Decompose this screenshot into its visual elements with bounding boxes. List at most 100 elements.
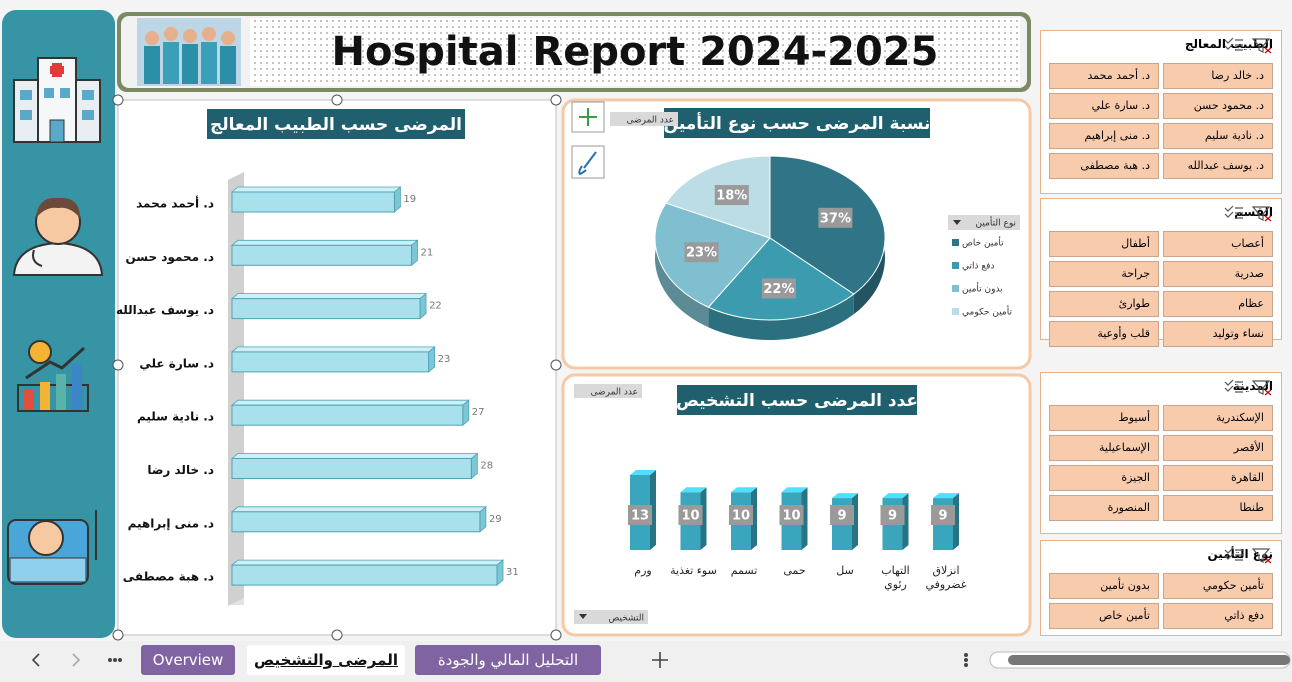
data-label: 28 [480,461,493,472]
slicer-item[interactable]: نساء وتوليد [1163,321,1273,347]
slicer-item[interactable]: أعصاب [1163,231,1273,257]
slicer-item[interactable]: المنصورة [1049,495,1159,521]
y-tick-label: د. محمود حسن [125,250,214,265]
bar [231,458,472,479]
chart-title: المرضى حسب الطبيب المعالج [210,115,462,135]
slicer-item[interactable]: الإسماعيلية [1049,435,1159,461]
chart-title: عدد المرضى حسب التشخيص [676,391,918,411]
slicer-item[interactable]: القاهرة [1163,465,1273,491]
bar-end [411,239,418,267]
data-label: 9 [938,509,947,524]
y-tick-label: د. أحمد محمد [136,196,214,211]
legend-label: دفع ذاتي [962,262,994,272]
chart-title: نسبة المرضى حسب نوع التأمين [664,112,931,134]
data-label: 31 [506,567,519,578]
data-label: 18% [716,189,747,204]
sidebar [2,10,115,638]
data-label: 29 [489,514,502,525]
slicer[interactable]: القسم أعصاب أطفال صدرية جراحة عظام طوارئ نساء و… [1040,198,1282,347]
bar [231,511,481,533]
y-tick-label: د. هبة مصطفى [123,570,214,584]
slicer-item[interactable]: د. هبة مصطفى [1049,153,1159,179]
tab-nav[interactable] [31,652,968,668]
x-tick-label: انزلاق غضروفي [925,564,967,591]
bar-top [230,559,505,566]
slicer-item[interactable]: د. أحمد محمد [1049,63,1159,89]
column-top [882,493,909,499]
slicer-title: نوع التأمين [1207,547,1273,561]
slicer-item[interactable]: طوارئ [1049,291,1159,317]
pie-slice-side [708,294,854,340]
column-side [801,487,808,550]
slicer-tools[interactable] [1221,36,1281,54]
legend-label: بدون تأمين [962,282,1003,295]
legend-label: تأمين خاص [962,236,1004,249]
slicer[interactable]: الطبيب المعالج د. خالد رضا د. أحمد محمد د. … [1040,30,1282,194]
column-top [781,487,808,493]
legend-swatch [952,262,959,269]
legend-swatch [952,239,959,246]
data-label-box [931,505,955,525]
sheet-tab[interactable]: Overview [141,645,235,675]
slicer-tools[interactable] [1221,378,1281,396]
sheet-tab[interactable]: المرضى والتشخيص [247,645,405,675]
slicer-item[interactable]: د. نادية سليم [1163,123,1273,149]
slicer-tools[interactable] [1221,204,1281,222]
slicer-item[interactable]: بدون تأمين [1049,573,1159,599]
scroll-thumb[interactable] [1008,655,1290,665]
slicer-item[interactable]: د. يوسف عبدالله [1163,153,1273,179]
data-label: 9 [888,509,897,524]
slicer-item[interactable]: دفع ذاتي [1163,603,1273,629]
slicer-item[interactable]: د. خالد رضا [1163,63,1273,89]
bar-end [462,399,470,427]
slicer-item[interactable]: د. منى إبراهيم [1049,123,1159,149]
slicer-item[interactable]: أطفال [1049,231,1159,257]
axis-field-dropdown [579,614,587,619]
slicer-item[interactable]: جراحة [1049,261,1159,287]
slicer-item[interactable]: أسيوط [1049,405,1159,431]
slicer-item[interactable]: د. محمود حسن [1163,93,1273,119]
slicer-item[interactable]: عظام [1163,291,1273,317]
slicer-title: الطبيب المعالج [1184,37,1273,51]
slicer-item[interactable]: تأمين خاص [1049,603,1159,629]
slicer-item[interactable]: الأقصر [1163,435,1273,461]
data-label: 22% [763,282,794,297]
chart-buttons[interactable] [571,101,605,179]
data-label: 21 [421,247,434,258]
axis-field-button [574,610,648,624]
bar-top [230,453,479,459]
x-tick-label: سل [836,564,854,577]
column-side [751,487,757,550]
slicer-item[interactable]: الجيزة [1049,465,1159,491]
staff-figures [144,27,236,84]
patient-icon [7,510,97,585]
data-label-box [830,505,854,525]
data-label: 9 [837,509,846,524]
slicer-item[interactable]: الإسكندرية [1163,405,1273,431]
sheet-tab[interactable]: التحليل المالي والجودة [415,645,601,675]
axis-field-label: التشخيص [608,614,644,624]
slicer[interactable]: نوع التأمين تأمين حكومي بدون تأمين دفع ذاتي… [1040,540,1282,636]
slicer-item[interactable]: طنطا [1163,495,1273,521]
slicer-tools[interactable] [1221,546,1281,564]
slicer-item[interactable]: صدرية [1163,261,1273,287]
data-label: 13 [631,509,649,524]
slicer-items: تأمين حكومي بدون تأمين دفع ذاتي تأمين خاص [1049,573,1273,629]
slicer-item[interactable]: د. سارة علي [1049,93,1159,119]
bar [231,351,430,373]
field-button [610,112,678,126]
data-label: 37% [820,211,851,226]
bar-end [470,452,478,480]
column-side [700,487,707,550]
data-label-box [880,505,905,525]
chart-title-box [207,109,465,139]
slicer-item[interactable]: قلب وأوعية [1049,321,1159,347]
bar-end [419,292,427,320]
slicer-item[interactable]: تأمين حكومي [1163,573,1273,599]
chart-title-box [664,108,930,138]
field-button-label: عدد المرضى [590,388,638,398]
legend-title: نوع التأمين [976,216,1016,229]
slicer[interactable]: المدينة الإسكندرية أسيوط الأقصر الإسماعيلية ا… [1040,372,1282,534]
data-label: 23% [686,246,717,261]
bar-end [479,505,487,533]
